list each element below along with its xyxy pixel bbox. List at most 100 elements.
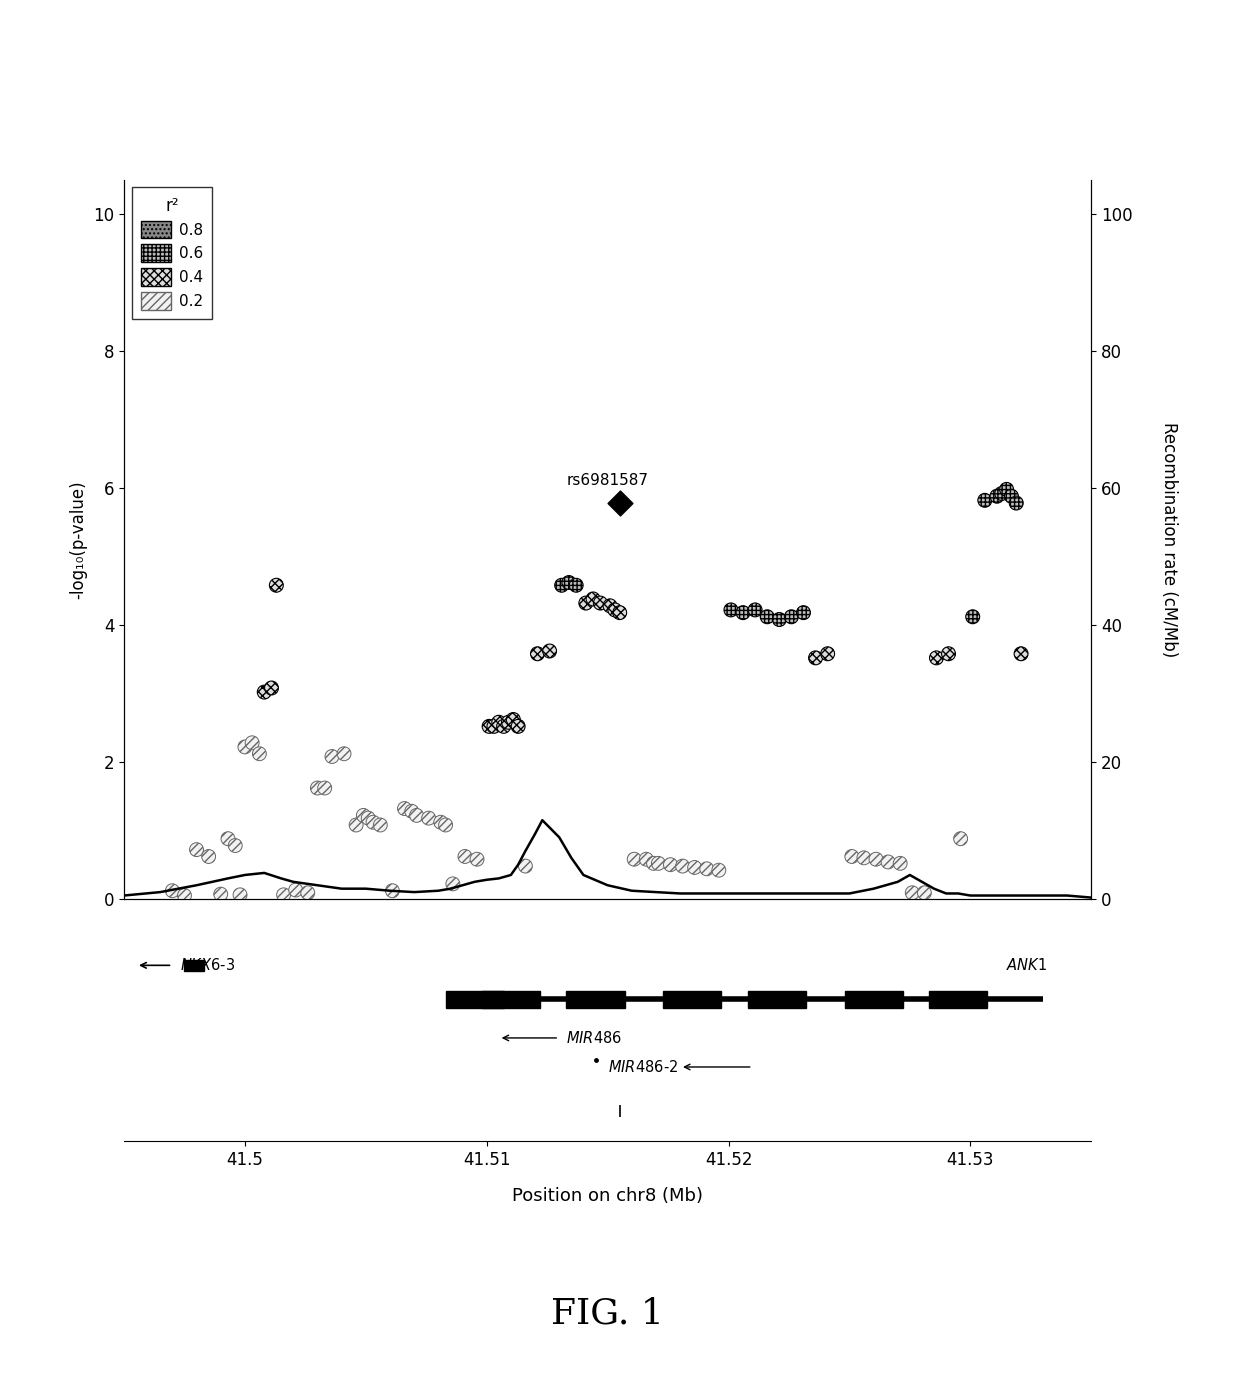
Text: rs6981587: rs6981587 — [567, 473, 649, 488]
Point — [489, 711, 508, 733]
Point — [962, 606, 982, 628]
Point — [610, 602, 630, 624]
Point — [684, 856, 704, 878]
Point — [430, 812, 450, 834]
Point — [559, 571, 579, 593]
Point — [552, 574, 572, 596]
Point — [498, 711, 518, 733]
Point — [575, 592, 595, 614]
Point — [455, 845, 475, 867]
Point — [358, 808, 378, 830]
Point — [1007, 492, 1027, 514]
Point — [842, 845, 862, 867]
Point — [1011, 643, 1030, 665]
Text: Position on chr8 (Mb): Position on chr8 (Mb) — [512, 1187, 703, 1206]
Point — [527, 643, 547, 665]
Point — [733, 602, 753, 624]
Text: FIG. 1: FIG. 1 — [551, 1297, 665, 1330]
Point — [610, 492, 630, 514]
Point — [903, 882, 923, 904]
Bar — [445, 990, 503, 1008]
Text: $\it{NKX6}$-$\it{3}$: $\it{NKX6}$-$\it{3}$ — [180, 957, 234, 974]
Point — [262, 676, 281, 698]
Point — [346, 815, 366, 837]
Point — [479, 715, 498, 737]
Point — [274, 884, 294, 906]
Point — [794, 602, 813, 624]
Point — [371, 815, 391, 837]
Bar — [748, 990, 806, 1008]
Text: $\it{ANK1}$: $\it{ANK1}$ — [1007, 957, 1048, 974]
Point — [503, 708, 523, 730]
Point — [435, 815, 455, 837]
Point — [817, 643, 837, 665]
Point — [926, 647, 946, 669]
Point — [997, 479, 1017, 501]
Point — [484, 715, 503, 737]
Text: $\it{MIR486}$-$\it{2}$: $\it{MIR486}$-$\it{2}$ — [608, 1059, 678, 1075]
Bar — [567, 990, 625, 1008]
Point — [226, 834, 246, 856]
Point — [992, 483, 1012, 505]
Y-axis label: -log₁₀(p-value): -log₁₀(p-value) — [69, 480, 88, 599]
Point — [975, 490, 994, 512]
Point — [285, 880, 305, 902]
Point — [407, 805, 427, 827]
Point — [1002, 485, 1022, 508]
Point — [709, 859, 729, 881]
Text: $\it{MIR486}$: $\it{MIR486}$ — [567, 1030, 622, 1046]
Bar — [482, 990, 539, 1008]
Point — [866, 848, 885, 870]
Point — [636, 848, 656, 870]
Point — [854, 846, 874, 869]
Legend: 0.8, 0.6, 0.4, 0.2: 0.8, 0.6, 0.4, 0.2 — [131, 188, 212, 319]
Point — [419, 808, 439, 830]
Point — [467, 848, 487, 870]
Bar — [185, 960, 203, 971]
Point — [720, 599, 740, 621]
Point — [236, 736, 255, 758]
Point — [878, 851, 898, 873]
Point — [382, 880, 402, 902]
Point — [605, 599, 625, 621]
Point — [890, 852, 910, 874]
Point — [914, 882, 934, 904]
Point — [175, 885, 195, 907]
Point — [308, 777, 327, 799]
Point — [539, 640, 559, 662]
Point — [624, 848, 644, 870]
Point — [322, 745, 342, 768]
Point — [758, 606, 777, 628]
Point — [494, 715, 513, 737]
Point — [231, 884, 250, 906]
Point — [939, 643, 959, 665]
Point — [590, 592, 610, 614]
Point — [806, 647, 826, 669]
Point — [644, 852, 663, 874]
Point — [672, 855, 692, 877]
Point — [198, 845, 218, 867]
Point — [353, 805, 373, 827]
Bar — [929, 990, 987, 1008]
Point — [298, 882, 317, 904]
Point — [218, 827, 238, 849]
Point — [661, 853, 681, 875]
Point — [951, 827, 971, 849]
Point — [334, 743, 353, 765]
Point — [254, 680, 274, 703]
Point — [162, 880, 182, 902]
Point — [567, 574, 587, 596]
Point — [745, 599, 765, 621]
Point — [363, 812, 383, 834]
Point — [781, 606, 801, 628]
Point — [516, 855, 536, 877]
Point — [697, 857, 717, 880]
Point — [402, 801, 422, 823]
Point — [315, 777, 335, 799]
Bar — [663, 990, 722, 1008]
Point — [443, 873, 463, 895]
Point — [211, 884, 231, 906]
Point — [394, 798, 414, 820]
Point — [649, 852, 668, 874]
Point — [267, 574, 286, 596]
